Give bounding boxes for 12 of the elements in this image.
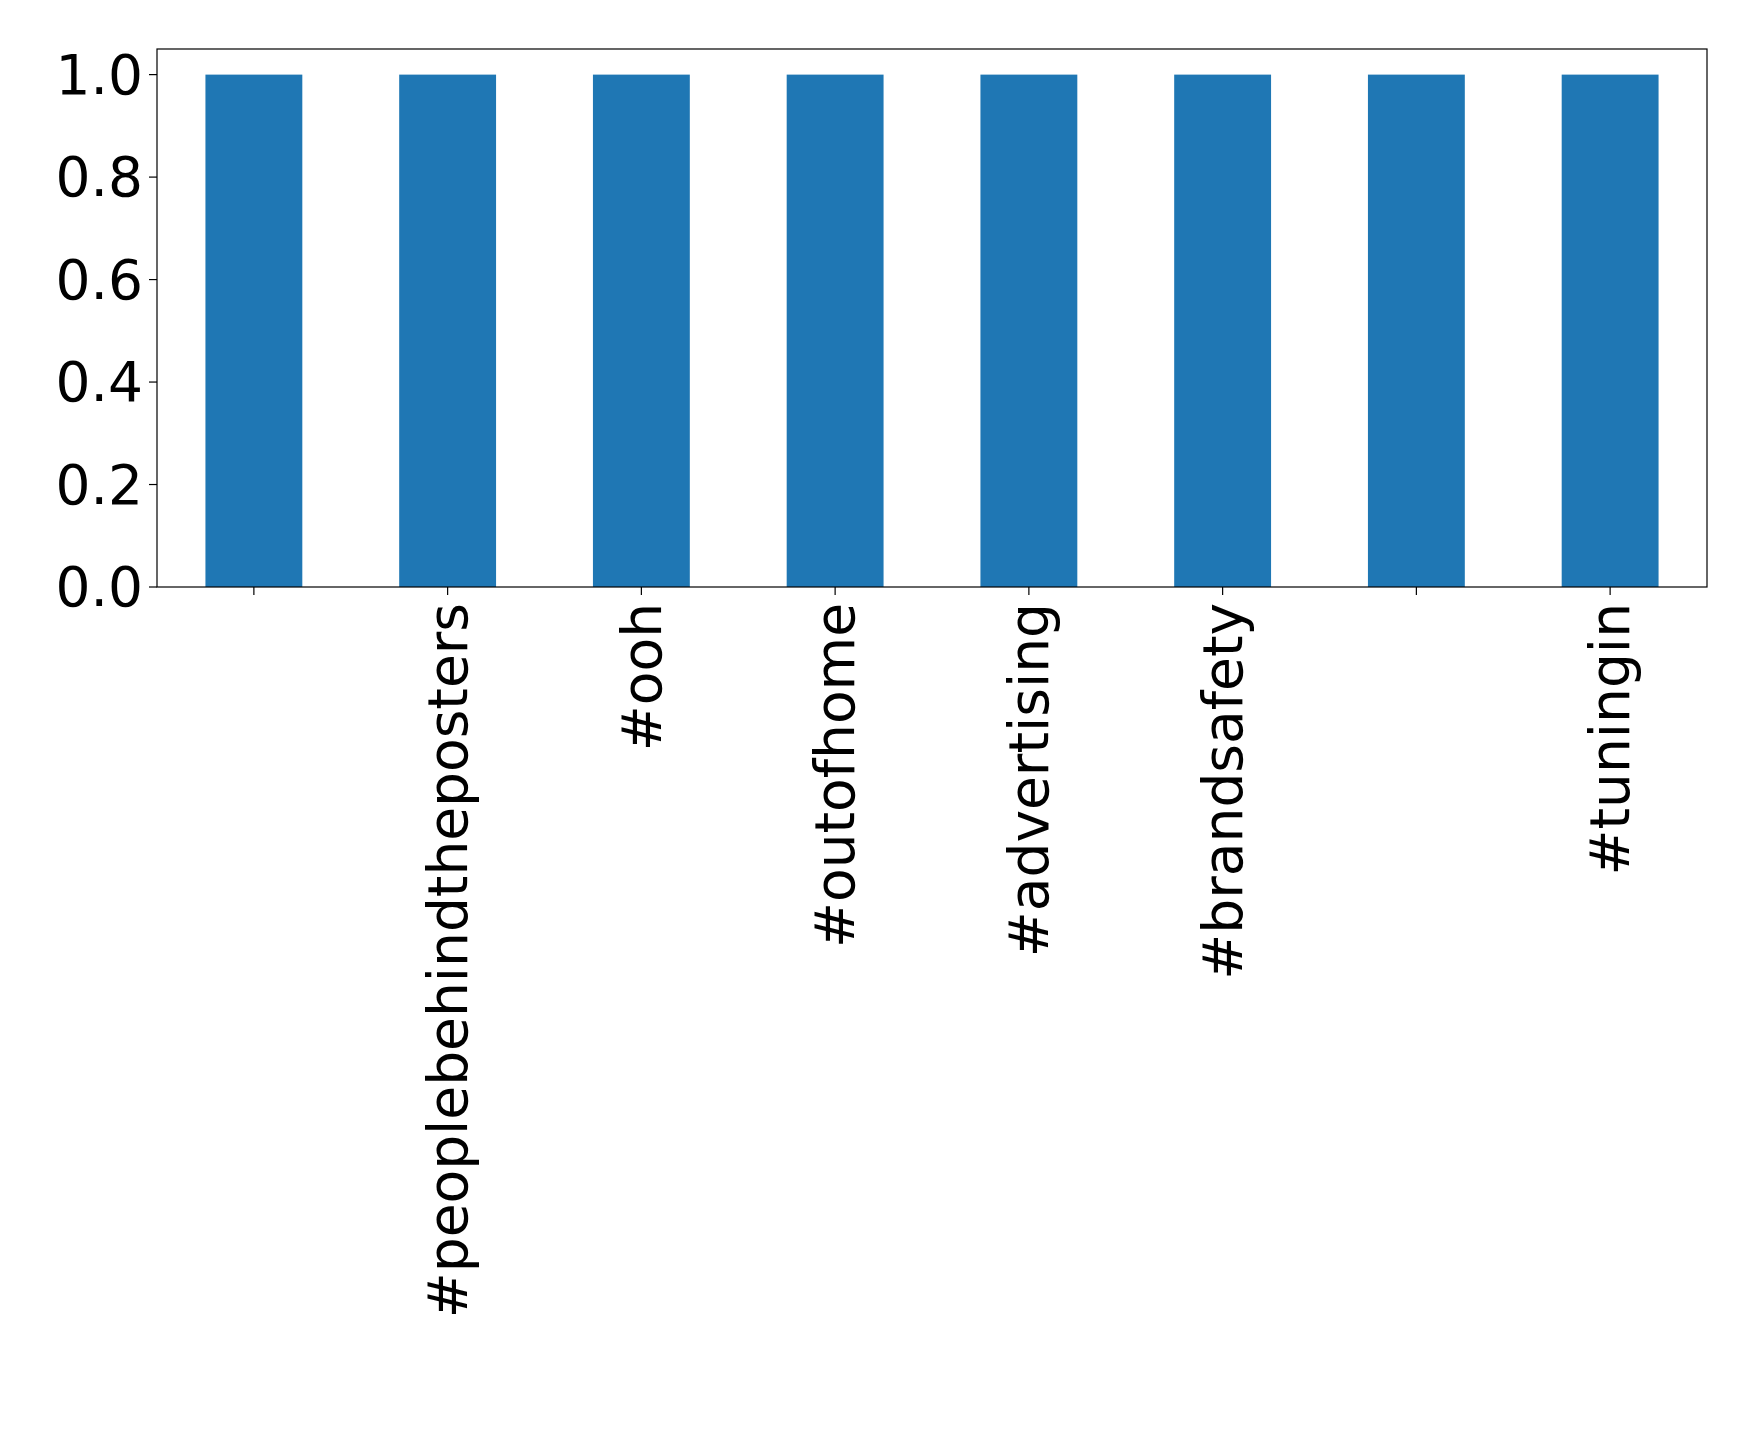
x-tick-label: #peoplebehindtheposters (415, 603, 480, 1319)
y-tick-label: 1.0 (55, 42, 143, 107)
y-tick-label: 0.6 (55, 247, 143, 312)
y-tick-label: 0.4 (55, 350, 143, 415)
x-tick-label: #advertising (997, 603, 1062, 958)
x-tick-label: #tuningin (1578, 603, 1643, 876)
y-tick-label: 0.0 (55, 555, 143, 620)
x-tick-label: #outofhome (803, 603, 868, 949)
x-tick-label: #brandsafety (1190, 603, 1255, 980)
y-tick-label: 0.8 (55, 145, 143, 210)
x-tick-label: #ooh (609, 603, 674, 752)
y-tick-label: 0.2 (55, 452, 143, 517)
